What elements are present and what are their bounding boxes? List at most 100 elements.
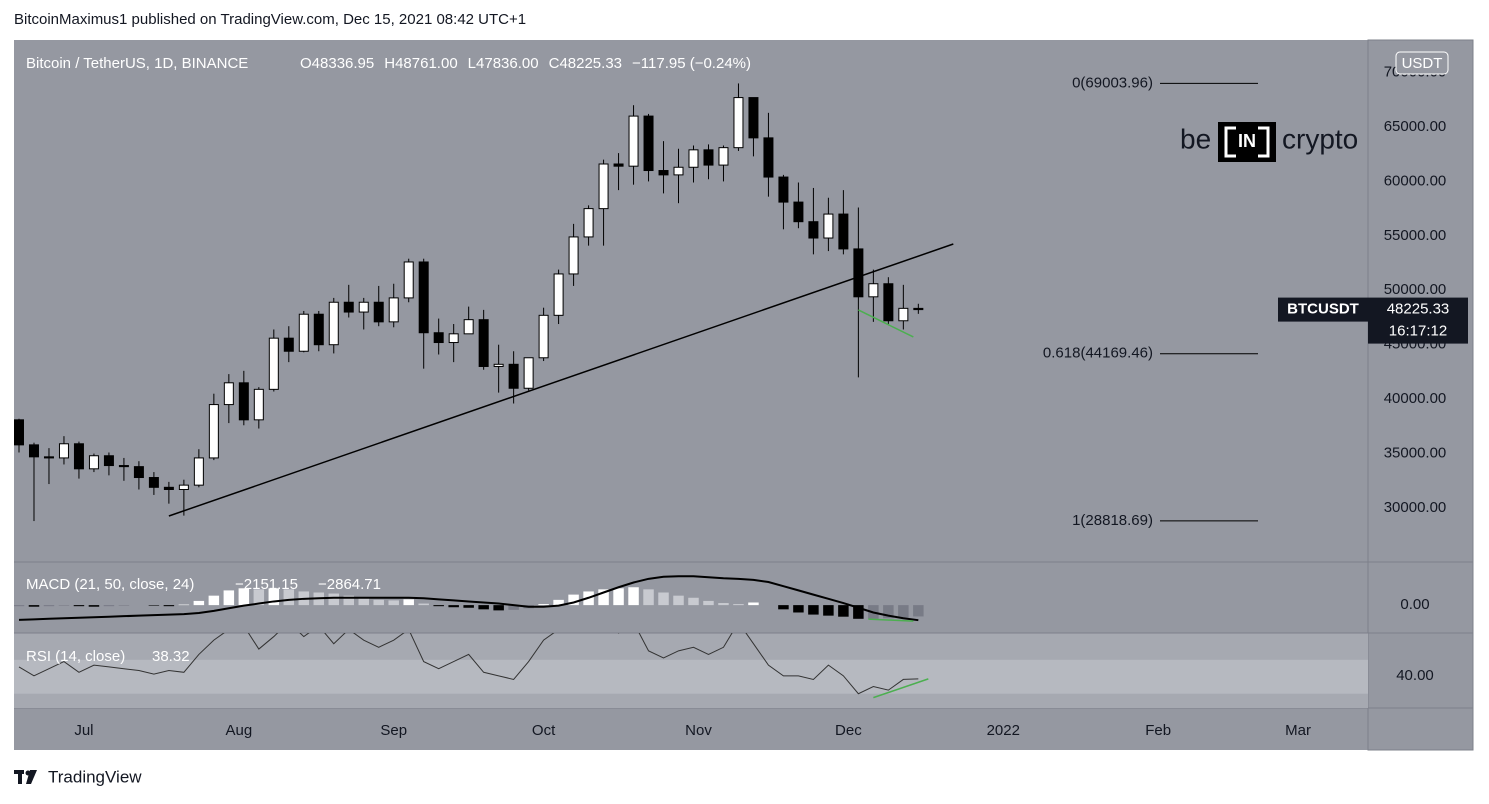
histogram-bar bbox=[673, 595, 684, 606]
unit-box bbox=[1395, 51, 1449, 75]
indicator-reading: 38.32 bbox=[152, 648, 190, 665]
unit-label: USDT bbox=[1402, 55, 1443, 72]
pane bbox=[18, 633, 929, 699]
tv-icon bbox=[26, 770, 37, 784]
candle-body bbox=[268, 337, 279, 390]
chart-title: Bitcoin / TetherUS, 1D, BINANCE bbox=[26, 55, 248, 72]
histogram-bar bbox=[28, 605, 40, 607]
candle-body bbox=[118, 465, 129, 468]
histogram-bar bbox=[838, 605, 849, 617]
candle-body bbox=[358, 301, 369, 313]
candle-body bbox=[328, 301, 339, 346]
candle-body bbox=[538, 314, 549, 359]
histogram-bar bbox=[463, 605, 474, 608]
histogram-bar bbox=[268, 588, 280, 606]
ohlc-label: L bbox=[468, 55, 476, 72]
histogram-bar bbox=[103, 605, 115, 607]
candle-body bbox=[14, 419, 24, 446]
histogram-bar bbox=[883, 605, 894, 619]
x-tick-label: Jul bbox=[74, 722, 93, 739]
pane bbox=[14, 575, 924, 622]
x-tick-label: Feb bbox=[1145, 722, 1171, 739]
indicator-title: MACD (21, 50, close, 24) bbox=[26, 576, 194, 593]
candle-body bbox=[298, 313, 309, 352]
logo-text: crypto bbox=[1282, 123, 1358, 154]
histogram-bar bbox=[448, 605, 459, 608]
logo-text: be bbox=[1180, 123, 1211, 154]
tv-icon bbox=[18, 770, 22, 784]
x-tick-label: Dec bbox=[835, 722, 862, 739]
candle-body bbox=[58, 443, 69, 459]
y-tick-label: 50000.00 bbox=[1384, 281, 1447, 298]
candle-body bbox=[673, 166, 684, 176]
ohlc-label: H bbox=[384, 55, 395, 72]
histogram-bar bbox=[58, 605, 70, 606]
candle-body bbox=[448, 333, 459, 344]
x-tick-label: Sep bbox=[380, 722, 407, 739]
y-tick-label: 60000.00 bbox=[1384, 172, 1447, 189]
histogram-bar bbox=[178, 604, 190, 606]
candle-body bbox=[793, 201, 804, 223]
candle-body bbox=[643, 115, 654, 172]
signal-line bbox=[18, 575, 919, 622]
tv-icon bbox=[25, 770, 31, 776]
candle-body bbox=[748, 97, 759, 139]
trendline bbox=[168, 243, 954, 517]
x-tick-label: 2022 bbox=[987, 722, 1020, 739]
ohlc-label: 48336.95 bbox=[312, 55, 375, 72]
candle-body bbox=[133, 466, 144, 479]
countdown: 16:17:12 bbox=[1389, 323, 1447, 340]
candle-body bbox=[313, 313, 324, 346]
candle-body bbox=[103, 455, 114, 467]
candle-body bbox=[883, 283, 894, 322]
candle-body bbox=[508, 363, 519, 389]
candle-body bbox=[583, 208, 594, 238]
divergence bbox=[868, 618, 914, 622]
candle-body bbox=[493, 363, 504, 367]
pane bbox=[14, 83, 954, 522]
candle-body bbox=[28, 444, 39, 458]
candle-body bbox=[808, 221, 819, 239]
histogram-bar bbox=[223, 590, 235, 606]
histogram-bar bbox=[388, 600, 399, 606]
fib-label: 0.618(44169.46) bbox=[1043, 345, 1153, 362]
candle-body bbox=[88, 455, 99, 470]
candle-body bbox=[838, 213, 849, 250]
candle-body bbox=[568, 236, 579, 275]
candle-body bbox=[553, 273, 564, 316]
y-tick-label: 55000.00 bbox=[1384, 227, 1447, 244]
histogram-bar bbox=[238, 588, 250, 606]
histogram-bar bbox=[808, 605, 819, 615]
last-price: 48225.33 bbox=[1387, 301, 1450, 318]
indicator-reading: −2864.71 bbox=[318, 576, 381, 593]
candle-body bbox=[898, 307, 909, 322]
histogram-bar bbox=[283, 589, 295, 606]
histogram-bar bbox=[253, 589, 265, 606]
histogram-bar bbox=[898, 605, 909, 618]
ohlc-label: C bbox=[549, 55, 560, 72]
y-tick-label: 35000.00 bbox=[1384, 445, 1447, 462]
x-tick-label: Nov bbox=[685, 722, 712, 739]
candle-body bbox=[403, 261, 414, 299]
histogram-bar bbox=[613, 588, 624, 606]
candle-body bbox=[463, 319, 474, 335]
histogram-bar bbox=[748, 602, 759, 606]
histogram-bar bbox=[14, 605, 25, 607]
logo-bracket-gap bbox=[1236, 124, 1258, 160]
candle-body bbox=[163, 486, 174, 490]
divergence bbox=[873, 678, 929, 699]
candle-body bbox=[658, 170, 669, 176]
x-tick-label: Aug bbox=[225, 722, 252, 739]
y-tick-label: 0.00 bbox=[1400, 596, 1429, 613]
candle-body bbox=[853, 248, 864, 298]
histogram-bar bbox=[328, 593, 340, 606]
candle-body bbox=[373, 301, 384, 323]
x-tick-label: Oct bbox=[532, 722, 556, 739]
histogram-bar bbox=[853, 605, 864, 619]
symbol-box bbox=[1278, 297, 1368, 322]
tv-logo: TradingView bbox=[14, 767, 142, 786]
candle-body bbox=[733, 97, 744, 149]
footer-brand: TradingView bbox=[48, 767, 142, 786]
